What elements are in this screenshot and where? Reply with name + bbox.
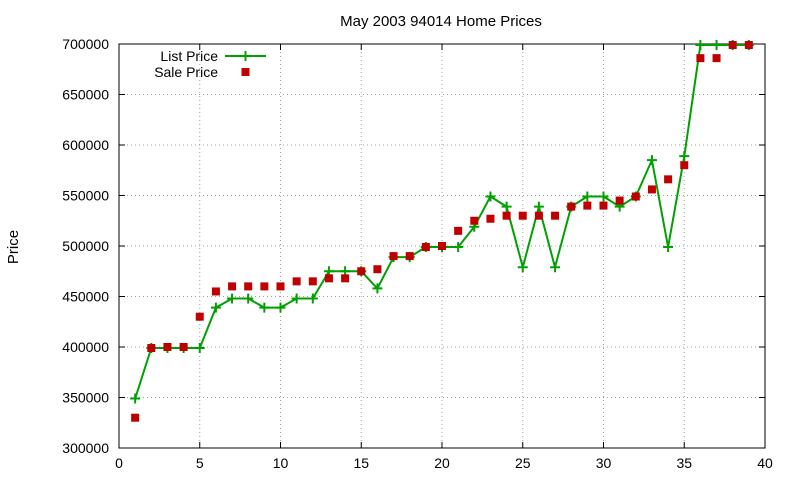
list-price-point <box>307 293 318 304</box>
sale-price-point <box>534 211 543 220</box>
list-price-point <box>598 191 609 202</box>
sale-price-point <box>551 211 560 220</box>
sale-price-point <box>244 282 253 291</box>
sale-price-point <box>631 192 640 201</box>
legend-label-list-price: List Price <box>160 48 218 64</box>
x-tick-label: 15 <box>353 455 369 471</box>
sale-price-point <box>486 214 495 223</box>
list-price-point <box>453 242 464 253</box>
sale-price-point <box>664 175 673 184</box>
grid <box>119 44 765 448</box>
list-price-point <box>679 151 690 162</box>
sale-price-point <box>147 344 156 353</box>
sale-price-point <box>373 265 382 274</box>
sale-price-point <box>567 202 576 211</box>
list-price-point <box>291 293 302 304</box>
sale-price-point <box>470 216 479 225</box>
list-price-point <box>259 302 270 313</box>
chart-title: May 2003 94014 Home Prices <box>340 13 542 30</box>
sale-price-point <box>292 277 301 286</box>
sale-price-point <box>276 282 285 291</box>
sale-price-point <box>615 196 624 205</box>
y-tick-label: 300000 <box>62 440 109 456</box>
sale-price-point <box>583 201 592 210</box>
x-tick-label: 0 <box>115 455 123 471</box>
list-price-point <box>695 40 706 51</box>
list-price-point <box>711 40 722 51</box>
x-tick-label: 10 <box>273 455 289 471</box>
sale-price-point <box>131 413 140 422</box>
x-tick-label: 20 <box>434 455 450 471</box>
sale-price-point <box>599 201 608 210</box>
x-tick-label: 25 <box>515 455 531 471</box>
list-price-point <box>194 343 205 354</box>
sale-price-point <box>324 274 333 283</box>
series-sale-price <box>131 41 753 422</box>
y-tick-label: 650000 <box>62 87 109 103</box>
list-price-point <box>210 302 221 313</box>
legend-swatch-sale-price-marker <box>241 68 250 76</box>
sale-price-point <box>438 242 446 250</box>
list-price-point <box>646 155 657 166</box>
sale-price-point <box>744 41 753 50</box>
sale-price-point <box>260 282 269 291</box>
x-tick-label: 5 <box>196 455 204 471</box>
sale-price-point <box>728 41 737 50</box>
sale-price-point <box>696 54 705 63</box>
y-tick-label: 350000 <box>62 390 109 406</box>
list-price-point <box>517 262 528 273</box>
sale-price-point <box>518 211 527 220</box>
axis-ticks <box>118 43 766 449</box>
y-tick-label: 500000 <box>62 238 109 254</box>
y-tick-label: 550000 <box>62 188 109 204</box>
list-price-point <box>227 293 238 304</box>
y-tick-label: 600000 <box>62 137 109 153</box>
list-price-point <box>550 262 561 273</box>
list-price-point <box>501 201 512 212</box>
y-tick-label: 450000 <box>62 289 109 305</box>
sale-price-point <box>389 252 398 261</box>
x-tick-label: 35 <box>676 455 692 471</box>
list-price-point <box>372 283 383 294</box>
list-price-point <box>485 191 496 202</box>
sale-price-point <box>712 54 721 63</box>
sale-price-point <box>308 277 317 286</box>
series <box>130 40 754 422</box>
sale-price-point <box>405 252 414 261</box>
sale-price-point <box>341 274 350 283</box>
x-tick-label: 40 <box>757 455 773 471</box>
list-price-point <box>275 302 286 313</box>
tick-labels: 0 5 10 15 20 25 30 35 40 300000 350000 400000 450000… <box>62 36 773 471</box>
sale-price-point <box>163 343 172 351</box>
sale-price-point <box>421 243 430 252</box>
list-price-point <box>533 201 544 212</box>
sale-price-point <box>357 267 366 276</box>
list-price-point <box>243 293 254 304</box>
y-tick-label: 400000 <box>62 339 109 355</box>
list-price-point <box>663 242 674 253</box>
sale-price-point <box>502 211 511 220</box>
x-tick-label: 30 <box>596 455 612 471</box>
sale-price-point <box>228 282 237 291</box>
legend-swatch-list-price-marker <box>240 51 251 61</box>
sale-price-point <box>454 226 463 235</box>
legend-label-sale-price: Sale Price <box>154 64 218 80</box>
list-price-point <box>130 393 141 404</box>
list-price-point <box>582 191 593 202</box>
sale-price-point <box>647 185 656 194</box>
sale-price-point <box>211 287 220 296</box>
y-tick-label: 700000 <box>62 36 109 52</box>
sale-price-point <box>195 312 204 321</box>
sale-price-point <box>680 161 689 170</box>
sale-price-point <box>179 343 188 351</box>
y-axis-label: Price <box>5 230 22 264</box>
